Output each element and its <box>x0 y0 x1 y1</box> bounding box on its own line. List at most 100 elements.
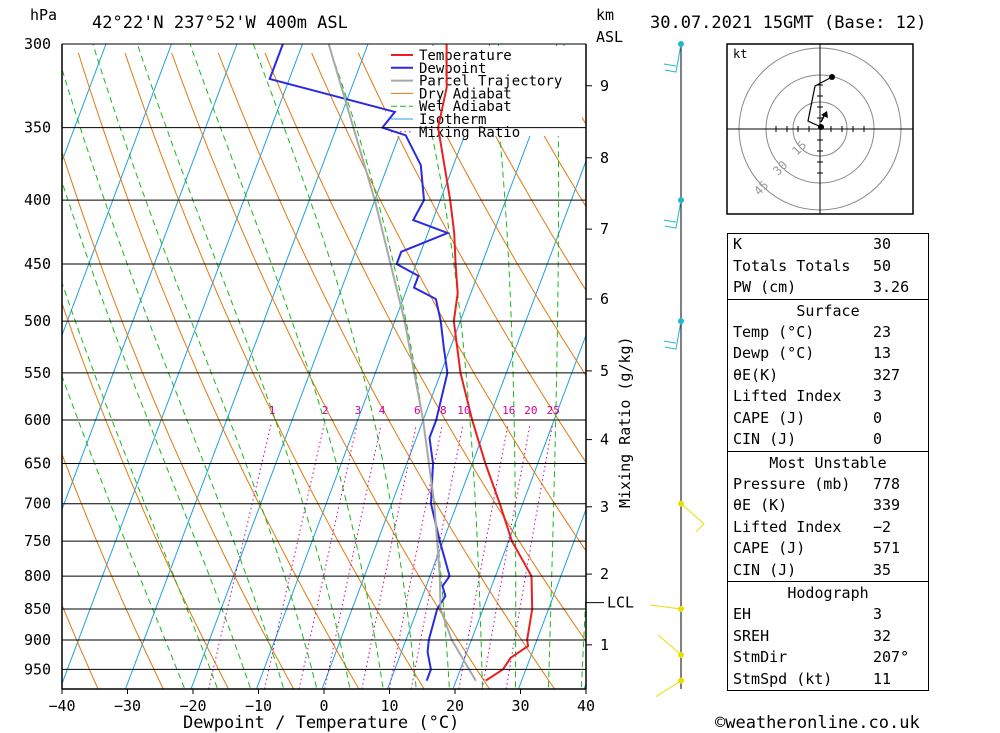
dry-adiabat-line <box>918 53 1000 689</box>
isotherm-line <box>62 44 172 337</box>
km-label: km <box>596 6 614 24</box>
dry-adiabat-line <box>451 52 586 292</box>
isotherm-line <box>62 44 303 686</box>
legend-entry: Dry Adiabat <box>419 86 512 102</box>
hodograph-section: Hodograph EH 3 SREH 32 StmDir 207° StmSpd (… <box>728 581 928 690</box>
mixing-ratio-label: 3 <box>355 404 362 417</box>
km-tick-label: 1 <box>600 636 609 654</box>
stat-value: 3.26 <box>873 278 910 296</box>
isotherm-line <box>62 44 107 163</box>
section-title: Hodograph <box>787 584 869 602</box>
wind-profile <box>649 41 705 698</box>
mixing-ratio-line <box>481 424 531 689</box>
wind-barb <box>664 43 682 73</box>
hodograph-point <box>829 74 835 80</box>
x-tick-label: 40 <box>577 697 595 715</box>
dry-adiabat-line <box>124 52 425 689</box>
stat-value: 207° <box>873 648 910 666</box>
mixing-ratio-label: 10 <box>457 404 470 417</box>
dry-adiabat-line <box>62 150 295 689</box>
stat-row: K 30 <box>728 234 928 256</box>
x-tick-label: −30 <box>114 697 141 715</box>
legend-entry: Temperature <box>419 48 512 64</box>
legend-entry: Dewpoint <box>419 61 486 77</box>
stat-row: CAPE (J) 571 <box>728 538 928 560</box>
stat-value: 30 <box>873 235 892 253</box>
pressure-tick-label: 800 <box>24 567 51 585</box>
mixing-ratio-line <box>361 424 417 689</box>
mixing-ratio-label: 16 <box>502 404 515 417</box>
stat-row: CIN (J) 35 <box>728 560 928 582</box>
x-tick-label: −10 <box>245 697 272 715</box>
wind-barb <box>663 219 677 223</box>
wet-adiabat-line <box>62 67 285 689</box>
wind-level-dot <box>678 677 684 684</box>
wet-adiabat-line <box>327 44 450 689</box>
stat-row: θE (K) 339 <box>728 495 928 517</box>
pressure-tick-label: 900 <box>24 631 51 649</box>
pressure-tick-label: 700 <box>24 495 51 513</box>
dry-adiabat-line <box>404 52 586 377</box>
mixing-ratio-label: 25 <box>547 404 560 417</box>
pressure-tick-label: 850 <box>24 600 51 618</box>
dry-adiabat-line <box>62 452 164 689</box>
wind-barb <box>655 680 682 698</box>
pressure-tick-label: 550 <box>24 364 51 382</box>
stat-row: SREH 32 <box>728 626 928 648</box>
wet-adiabat-line <box>136 44 351 689</box>
stat-value: 13 <box>873 344 892 362</box>
stat-row: Dewp (°C) 13 <box>728 343 928 365</box>
stat-row: CIN (J) 0 <box>728 429 928 451</box>
pressure-tick-label: 950 <box>24 660 51 678</box>
stat-row: Lifted Index −2 <box>728 517 928 539</box>
mixing-ratio-line <box>410 424 464 689</box>
stat-label: StmDir <box>733 648 788 666</box>
x-tick-label: −40 <box>48 697 75 715</box>
km-tick-label: 9 <box>600 77 609 95</box>
temperature-line <box>437 44 534 682</box>
stat-value: 11 <box>873 669 892 688</box>
wind-barb <box>663 63 677 67</box>
mixing-ratio-line <box>458 424 509 689</box>
wet-adiabat-line <box>189 44 384 689</box>
wet-adiabat-line <box>252 44 417 689</box>
stat-value: 778 <box>873 474 901 493</box>
km-tick-label: 7 <box>600 220 609 238</box>
stat-label: K <box>733 235 743 253</box>
mixing-ratio-line <box>208 424 272 689</box>
stat-row: θE(K) 327 <box>728 365 928 387</box>
isotherm-line <box>387 159 586 689</box>
stat-label: StmSpd (kt) <box>733 669 833 688</box>
km-tick-label: 4 <box>600 431 609 449</box>
mixing-ratio-axis-label: Mixing Ratio (g/kg) <box>616 336 634 508</box>
stat-label: Lifted Index <box>733 517 842 536</box>
dry-adiabat-line <box>171 52 490 689</box>
stat-row: CAPE (J) 0 <box>728 408 928 430</box>
stat-value: 571 <box>873 539 901 557</box>
legend-entry: Parcel Trajectory <box>419 74 562 90</box>
mixing-ratio-line <box>388 424 443 689</box>
section-title: Most Unstable <box>769 453 887 472</box>
hodograph-unit-label: kt <box>733 47 747 61</box>
asl-label: ASL <box>596 28 623 46</box>
dry-adiabat-line <box>62 603 99 689</box>
km-tick-label: 2 <box>600 565 609 583</box>
stat-label: SREH <box>733 626 770 645</box>
mixing-ratio-line <box>264 424 325 689</box>
hodograph-point <box>818 124 824 130</box>
location-title: 42°22'N 237°52'W 400m ASL <box>92 13 348 33</box>
x-tick-label: −20 <box>179 697 206 715</box>
pressure-tick-label: 450 <box>24 255 51 273</box>
x-tick-label: 0 <box>319 697 328 715</box>
stat-row: PW (cm) 3.26 <box>728 277 928 299</box>
isotherm-line <box>321 44 565 689</box>
hpa-label: hPa <box>30 6 57 24</box>
stat-label: CAPE (J) <box>733 539 806 557</box>
dry-adiabat-line <box>62 302 229 689</box>
dry-adiabat-line <box>357 52 586 464</box>
stat-value: 35 <box>873 560 892 579</box>
stat-value: 3 <box>873 387 883 405</box>
legend-background <box>386 46 582 136</box>
